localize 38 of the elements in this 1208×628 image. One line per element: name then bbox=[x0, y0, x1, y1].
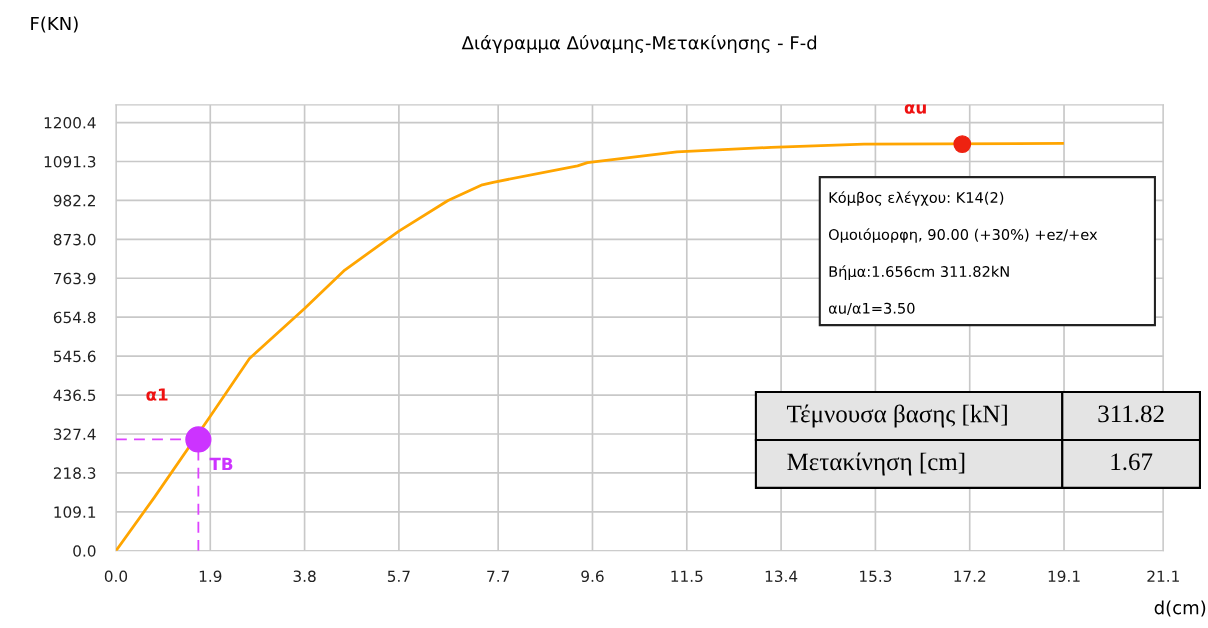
y-tick-label: 982.2 bbox=[53, 194, 95, 207]
x-tick-label: 5.7 bbox=[387, 570, 410, 583]
y-tick-label: 109.1 bbox=[54, 506, 96, 518]
x-tick-label: 1.9 bbox=[199, 570, 222, 583]
y-tick-label: 0.0 bbox=[73, 545, 96, 557]
x-tick-label: 15.3 bbox=[860, 570, 892, 583]
x-tick-label: 19.1 bbox=[1048, 570, 1080, 583]
annotation: 311.82 bbox=[1098, 405, 1164, 423]
x-tick-label: 3.8 bbox=[293, 570, 316, 583]
x-tick-label: 7.7 bbox=[487, 570, 510, 582]
annotation: Κόμβος ελέγχου: K14(2) bbox=[829, 191, 1004, 206]
annotation: TB bbox=[209, 457, 233, 471]
annotation: Τέμνουσα βασης [kN] bbox=[786, 404, 1007, 428]
y-tick-label: 873.0 bbox=[53, 233, 96, 246]
x-tick-label: 13.4 bbox=[765, 570, 798, 583]
x-tick-label: 11.5 bbox=[671, 570, 703, 583]
x-tick-label: 0.0 bbox=[104, 570, 128, 583]
y-tick-label: 218.3 bbox=[53, 467, 96, 479]
x-tick-label: 17.2 bbox=[954, 570, 986, 582]
annotation: Μετακίνηση [cm] bbox=[787, 452, 965, 476]
y-tick-label: 436.5 bbox=[53, 389, 96, 402]
y-tick-label: 545.6 bbox=[53, 350, 96, 363]
annotation: 1.67 bbox=[1111, 453, 1153, 471]
x-axis-title: d(cm) bbox=[1154, 600, 1206, 617]
y-tick-label: 1091.3 bbox=[44, 155, 96, 168]
y-tick-label: 327.4 bbox=[53, 428, 96, 440]
annotation: αu/α1=3.50 bbox=[828, 302, 915, 315]
annotation: αu bbox=[904, 104, 926, 114]
x-tick-label: 21.1 bbox=[1147, 570, 1179, 582]
y-tick-label: 1200.4 bbox=[44, 117, 96, 129]
y-axis-title: F(KN) bbox=[31, 16, 78, 33]
annotation: Βήμα:1.656cm 311.82kN bbox=[829, 265, 1009, 280]
y-tick-label: 654.8 bbox=[53, 311, 96, 324]
y-tick-label: 763.9 bbox=[54, 272, 96, 285]
annotation: Ομοιόμορφη, 90.00 (+30%) +ez/+ex bbox=[828, 228, 1098, 243]
chart-title: Διάγραμμα Δύναμης-Μετακίνησης - F-d bbox=[461, 34, 817, 54]
annotation: α1 bbox=[146, 388, 168, 401]
x-tick-label: 9.6 bbox=[581, 570, 604, 583]
